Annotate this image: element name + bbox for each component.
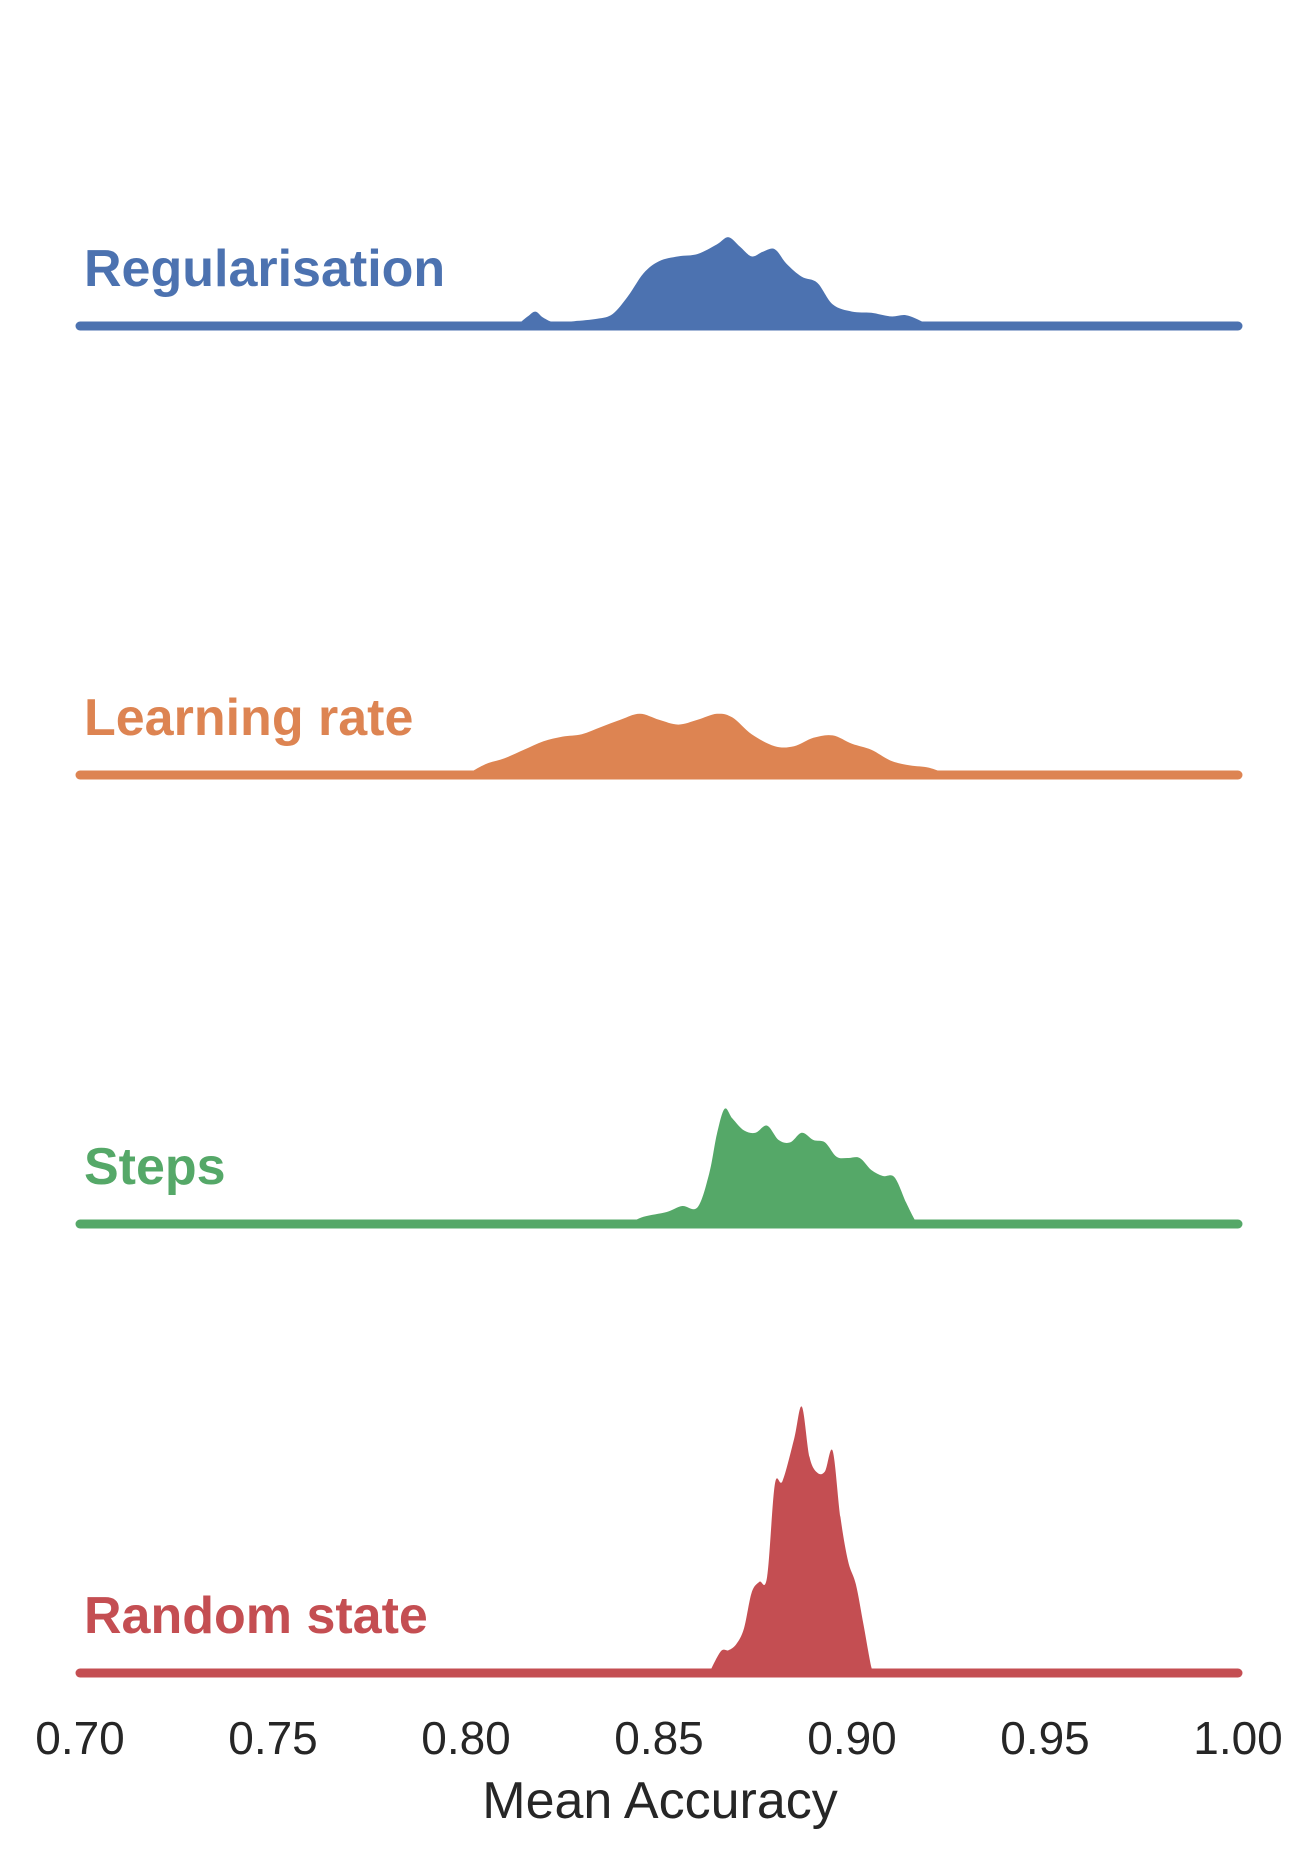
ridge-random-state: Random state bbox=[75, 1406, 1243, 1678]
density-area bbox=[709, 1406, 876, 1673]
ridges-group: Regularisation Learning rate Steps Random s… bbox=[75, 237, 1243, 1678]
x-tick-label: 0.85 bbox=[614, 1712, 704, 1764]
series-label: Learning rate bbox=[84, 689, 413, 747]
series-label: Regularisation bbox=[84, 240, 445, 298]
series-label: Steps bbox=[84, 1138, 226, 1196]
ridge-regularisation: Regularisation bbox=[75, 237, 1243, 331]
x-axis: 0.70 0.75 0.80 0.85 0.90 0.95 1.00 bbox=[35, 1712, 1283, 1764]
density-area bbox=[466, 713, 949, 775]
x-tick-label: 0.90 bbox=[807, 1712, 897, 1764]
density-area bbox=[628, 1108, 918, 1224]
x-tick-label: 0.75 bbox=[228, 1712, 318, 1764]
series-label: Random state bbox=[84, 1587, 428, 1645]
x-tick-label: 0.95 bbox=[1000, 1712, 1090, 1764]
x-tick-label: 1.00 bbox=[1193, 1712, 1283, 1764]
ridge-steps: Steps bbox=[75, 1108, 1243, 1229]
x-tick-label: 0.80 bbox=[421, 1712, 511, 1764]
x-axis-label: Mean Accuracy bbox=[482, 1772, 838, 1830]
density-area bbox=[516, 237, 930, 326]
ridge-learning-rate: Learning rate bbox=[75, 689, 1243, 780]
x-tick-label: 0.70 bbox=[35, 1712, 125, 1764]
